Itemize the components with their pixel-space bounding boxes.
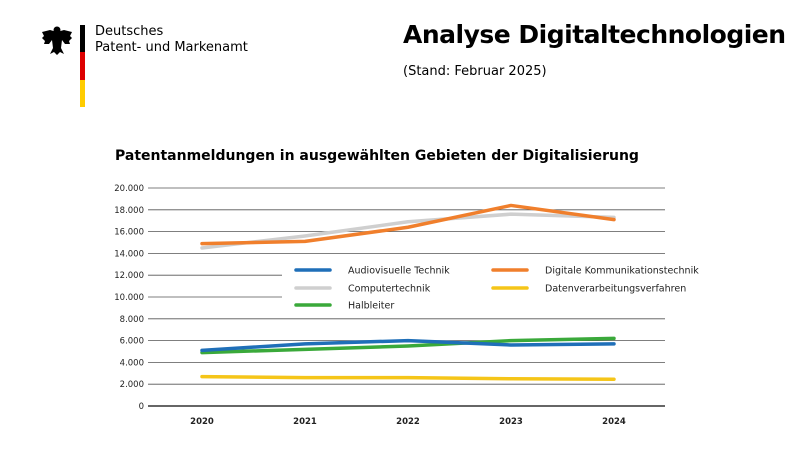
legend-label: Audiovisuelle Technik (348, 266, 450, 277)
series-line (200, 338, 616, 353)
chart-title: Patentanmeldungen in ausgewählten Gebiet… (115, 148, 639, 164)
flag-bar (80, 25, 85, 107)
y-tick-label: 20.000 (114, 184, 144, 194)
x-tick-label: 2021 (293, 417, 317, 427)
page-title: Analyse Digitaltechnologien (403, 20, 786, 49)
x-tick-label: 2023 (499, 417, 523, 427)
y-tick-label: 12.000 (114, 271, 144, 281)
legend-label: Computertechnik (348, 284, 431, 295)
y-tick-label: 14.000 (114, 249, 144, 259)
x-tick-label: 2024 (602, 417, 626, 427)
org-line-2: Patent- und Markenamt (95, 40, 248, 55)
legend-label: Halbleiter (348, 301, 394, 312)
y-tick-label: 2.000 (120, 380, 144, 390)
x-tick-label: 2020 (190, 417, 214, 427)
org-line-1: Deutsches (95, 24, 164, 39)
y-tick-label: 6.000 (120, 337, 144, 347)
legend-label: Digitale Kommunikationstechnik (545, 266, 699, 277)
organization-name: Deutsches Patent- und Markenamt (95, 24, 248, 56)
y-tick-label: 4.000 (120, 358, 144, 368)
page-subtitle: (Stand: Februar 2025) (403, 64, 547, 79)
federal-eagle-logo (40, 24, 74, 60)
series-line (200, 374, 616, 382)
y-tick-label: 8.000 (120, 315, 144, 325)
x-tick-label: 2022 (396, 417, 420, 427)
series-line (200, 203, 616, 246)
y-tick-label: 18.000 (114, 206, 144, 216)
series-line (200, 336, 616, 355)
y-tick-label: 16.000 (114, 228, 144, 238)
y-tick-label: 0 (139, 402, 144, 412)
legend-label: Datenverarbeitungsverfahren (545, 284, 686, 295)
series-line (200, 212, 616, 250)
y-tick-label: 10.000 (114, 293, 144, 303)
